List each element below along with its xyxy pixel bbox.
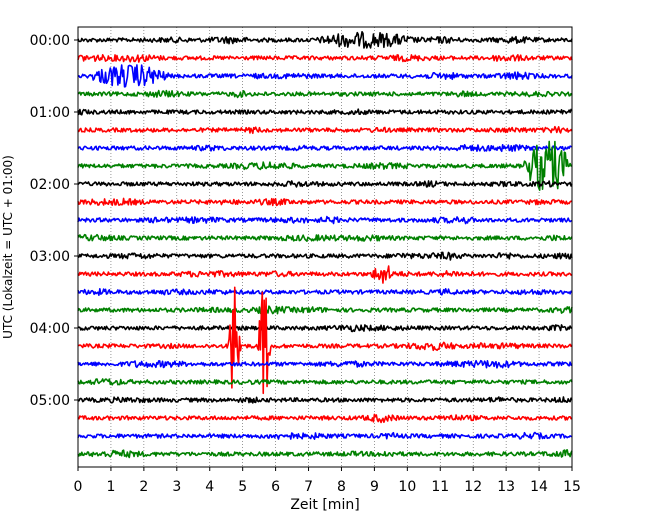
y-tick-label: 00:00 [30,33,70,49]
trace-row [77,449,573,459]
x-tick-label: 9 [370,479,379,495]
x-tick-label: 0 [74,479,83,495]
x-axis-ticks: 0 1 2 3 4 5 6 7 8 9 10 11 12 13 14 15 [74,467,581,495]
trace-row [77,233,573,242]
x-tick-label: 5 [238,479,247,495]
x-tick-label: 6 [271,479,280,495]
trace-row [77,53,573,63]
trace-row [77,378,573,386]
trace-row [77,30,573,49]
trace-row [77,140,573,191]
trace-row [77,215,573,225]
trace-row [77,431,573,440]
x-tick-label: 3 [172,479,181,495]
trace-row [77,64,573,88]
y-axis-label: UTC (Lokalzeit = UTC + 01:00) [1,155,15,339]
y-tick-label: 03:00 [30,249,70,265]
trace-row [77,108,573,116]
trace-row [77,89,573,99]
x-tick-label: 8 [337,479,346,495]
x-tick-label: 11 [431,479,449,495]
grid-layer [110,27,540,467]
trace-row [77,286,573,395]
x-tick-label: 10 [398,479,416,495]
x-tick-label: 1 [106,479,115,495]
x-tick-label: 14 [530,479,548,495]
trace-row [77,359,573,369]
x-tick-label: 7 [304,479,313,495]
x-tick-label: 4 [205,479,214,495]
trace-row [77,143,573,153]
trace-row [77,265,573,284]
y-tick-label: 02:00 [30,177,70,193]
trace-row [77,324,573,333]
trace-row [77,197,573,207]
trace-row [77,396,573,404]
y-tick-label: 05:00 [30,393,70,409]
y-tick-label: 01:00 [30,105,70,121]
x-tick-label: 2 [139,479,148,495]
x-axis-label: Zeit [min] [290,497,359,513]
x-tick-label: 12 [464,479,482,495]
x-tick-label: 13 [497,479,515,495]
trace-row [77,305,573,315]
trace-layer [77,30,573,459]
plot-frame [77,26,573,468]
trace-row [77,125,573,135]
trace-row [77,180,573,188]
trace-row [77,287,573,296]
y-tick-label: 04:00 [30,321,70,337]
trace-row [77,413,573,424]
y-axis-ticks: 00:00 01:00 02:00 03:00 04:00 05:00 [30,33,78,409]
trace-row [77,251,573,261]
x-tick-label: 15 [563,479,581,495]
